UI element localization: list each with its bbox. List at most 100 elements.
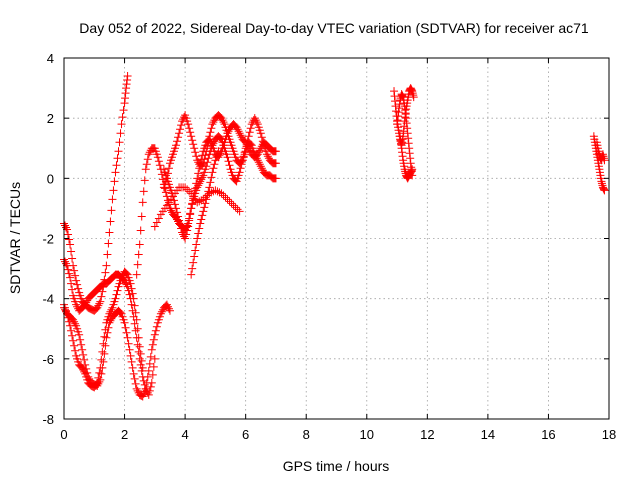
data-point xyxy=(239,152,248,161)
data-point xyxy=(207,173,216,182)
data-point xyxy=(164,164,173,173)
data-point xyxy=(235,168,244,177)
data-point xyxy=(128,289,137,298)
data-point xyxy=(72,300,81,309)
data-point xyxy=(254,158,263,167)
data-point xyxy=(84,372,93,381)
data-point xyxy=(254,148,263,157)
data-point xyxy=(133,386,142,395)
data-point xyxy=(399,127,408,136)
data-point xyxy=(117,273,126,282)
data-point xyxy=(137,212,146,221)
data-point xyxy=(123,333,132,342)
data-point xyxy=(122,328,131,337)
data-point xyxy=(401,113,410,122)
data-point xyxy=(187,270,196,279)
data-point xyxy=(148,370,157,379)
data-point xyxy=(217,114,226,123)
data-point xyxy=(403,129,412,138)
data-point xyxy=(404,134,413,143)
x-tick-label: 18 xyxy=(602,427,616,442)
data-point xyxy=(141,384,150,393)
data-point xyxy=(67,326,76,335)
data-point xyxy=(194,229,203,238)
data-point xyxy=(401,109,410,118)
x-tick-label: 8 xyxy=(303,427,310,442)
data-point xyxy=(131,308,140,317)
data-point xyxy=(195,197,204,206)
data-point xyxy=(96,297,105,306)
data-point xyxy=(157,307,166,316)
data-point xyxy=(219,191,228,200)
data-point xyxy=(199,207,208,216)
data-point xyxy=(64,265,73,274)
data-point xyxy=(145,359,154,368)
data-point xyxy=(250,150,259,159)
data-point xyxy=(203,142,212,151)
data-point xyxy=(135,342,144,351)
data-point xyxy=(135,354,144,363)
data-point xyxy=(123,76,132,85)
data-point xyxy=(206,128,215,137)
data-point xyxy=(77,340,86,349)
data-point xyxy=(398,152,407,161)
data-point xyxy=(408,165,417,174)
data-point xyxy=(189,258,198,267)
data-point xyxy=(204,187,213,196)
data-point xyxy=(82,364,91,373)
data-point xyxy=(398,148,407,157)
data-point xyxy=(143,372,152,381)
data-point xyxy=(109,186,118,195)
data-point xyxy=(173,208,182,217)
data-point xyxy=(230,121,239,130)
data-point xyxy=(193,156,202,165)
data-point xyxy=(111,294,120,303)
data-point xyxy=(229,201,238,210)
data-point xyxy=(132,384,141,393)
data-point xyxy=(154,157,163,166)
grid xyxy=(64,58,609,419)
data-point xyxy=(252,154,261,163)
data-point xyxy=(236,131,245,140)
data-point xyxy=(252,118,261,127)
data-point xyxy=(61,305,70,314)
data-point xyxy=(396,136,405,145)
y-axis-label: SDTVAR / TECUs xyxy=(7,182,23,294)
data-point xyxy=(127,284,136,293)
data-point xyxy=(165,306,174,315)
data-point xyxy=(164,304,173,313)
data-point xyxy=(195,224,204,233)
data-point xyxy=(137,356,146,365)
data-point xyxy=(132,315,141,324)
data-point xyxy=(141,165,150,174)
data-point xyxy=(100,349,109,358)
data-point xyxy=(238,156,247,165)
data-point xyxy=(85,374,94,383)
data-point xyxy=(197,215,206,224)
data-point xyxy=(209,118,218,127)
y-tick-label: 4 xyxy=(47,51,54,66)
data-point xyxy=(192,240,201,249)
data-point xyxy=(97,369,106,378)
data-point xyxy=(148,340,157,349)
data-point xyxy=(194,169,203,178)
data-point xyxy=(190,252,199,261)
data-point xyxy=(131,379,140,388)
data-point xyxy=(130,319,139,328)
data-point xyxy=(213,187,222,196)
data-point xyxy=(215,188,224,197)
data-point xyxy=(193,198,202,207)
data-point xyxy=(122,269,131,278)
data-point xyxy=(74,284,83,293)
data-point xyxy=(246,124,255,133)
data-point xyxy=(597,177,606,186)
data-point xyxy=(152,218,161,227)
data-point xyxy=(61,257,70,266)
data-point xyxy=(98,363,107,372)
data-point xyxy=(210,160,219,169)
data-point xyxy=(233,205,242,214)
data-point xyxy=(202,162,211,171)
data-point xyxy=(171,200,180,209)
y-tick-label: 2 xyxy=(47,111,54,126)
data-point xyxy=(599,184,608,193)
